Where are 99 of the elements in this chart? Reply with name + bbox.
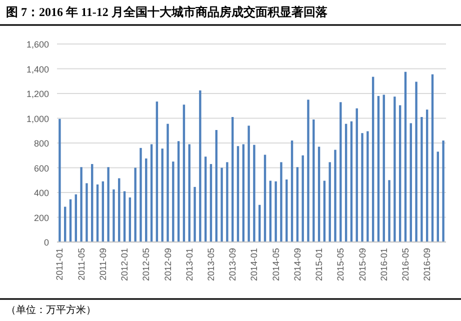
bar [366,131,369,242]
bar [340,102,342,242]
bar [64,206,66,242]
bar [334,150,336,242]
bar [372,76,374,242]
x-tick-label: 2014-09 [292,248,302,282]
x-tick-label: 2016-05 [400,248,410,282]
bar [394,96,396,242]
x-tick-label: 2014-01 [249,248,260,282]
bar [323,180,326,242]
x-tick-label: 2011-01 [54,248,65,280]
bar [182,104,186,242]
bar [420,117,423,242]
bar [204,156,207,242]
bar [123,191,126,242]
x-tick-label: 2012-01 [120,248,130,282]
bar [96,184,99,242]
y-tick-label: 0 [44,238,49,248]
x-tick-label: 2013-09 [228,248,238,282]
x-tick-label: 2012-05 [141,248,152,282]
bar [312,119,315,242]
bar [156,102,158,242]
y-tick-label: 200 [34,212,49,223]
bar [150,144,153,242]
chart-title: 图 7：2016 年 11-12 月全国十大城市商品房成交面积显著回落 [6,5,328,19]
bar [140,148,142,242]
bar [302,155,304,242]
bar [264,154,266,242]
bar [290,140,294,242]
bar [361,133,364,242]
y-tick-label: 400 [34,188,49,198]
bar [112,189,115,242]
bar [388,180,390,242]
x-tick-label: 2015-05 [336,248,346,282]
bar [436,152,439,242]
bar [253,144,256,242]
bar [296,167,299,242]
bar [248,126,250,242]
x-tick-label: 2015-09 [357,248,368,282]
bar [236,146,240,242]
bar [307,100,310,242]
bar [145,158,148,242]
bar [128,197,132,242]
bar [118,178,120,242]
bar [91,164,94,242]
x-tick-label: 2011-05 [76,248,86,280]
bar [404,72,407,242]
bar [415,82,418,242]
bar [382,94,385,242]
x-tick-label: 2016-01 [378,248,389,282]
bar [286,180,288,242]
y-tick-label: 1,000 [26,114,49,124]
x-tick-label: 2013-05 [206,248,216,282]
bar [177,141,180,242]
bar [344,124,348,242]
bar [161,148,164,242]
bar [58,118,61,242]
y-tick-label: 600 [34,163,49,174]
bar [134,168,136,242]
bar [356,108,358,242]
bar [215,130,218,242]
bar [107,167,110,242]
x-tick-label: 2013-01 [184,248,194,282]
x-tick-label: 2011-09 [98,248,108,280]
bar [188,144,190,242]
y-tick-label: 800 [34,138,49,148]
bar [426,110,428,242]
bar [318,146,320,242]
bar [74,194,78,242]
bar [410,123,412,242]
bar [194,186,196,242]
bar [442,140,444,242]
bar [86,183,88,242]
x-tick-label: 2016-09 [422,248,432,282]
bar [220,168,223,242]
bar [172,162,174,242]
bar [431,74,434,242]
text: （单位：万平方米） [6,304,96,316]
x-tick-label: 2015-01 [314,248,324,282]
bar [280,162,282,242]
bar [210,164,212,242]
y-tick-label: 1,200 [26,89,49,99]
x-tick-label: 2014-05 [270,248,281,282]
bar [350,121,353,242]
bar [231,117,234,242]
y-tick-label: 1,600 [26,40,49,50]
bar [328,162,331,242]
bar [102,181,104,242]
bar [80,167,82,242]
bar [377,96,380,242]
bar [226,162,228,242]
bar [199,90,202,242]
x-tick-label: 2012-09 [162,248,173,282]
bar [242,144,244,242]
bar [269,180,272,242]
bar [398,105,402,242]
bar [166,124,169,242]
y-tick-label: 1,400 [26,64,49,74]
bar [274,181,277,242]
